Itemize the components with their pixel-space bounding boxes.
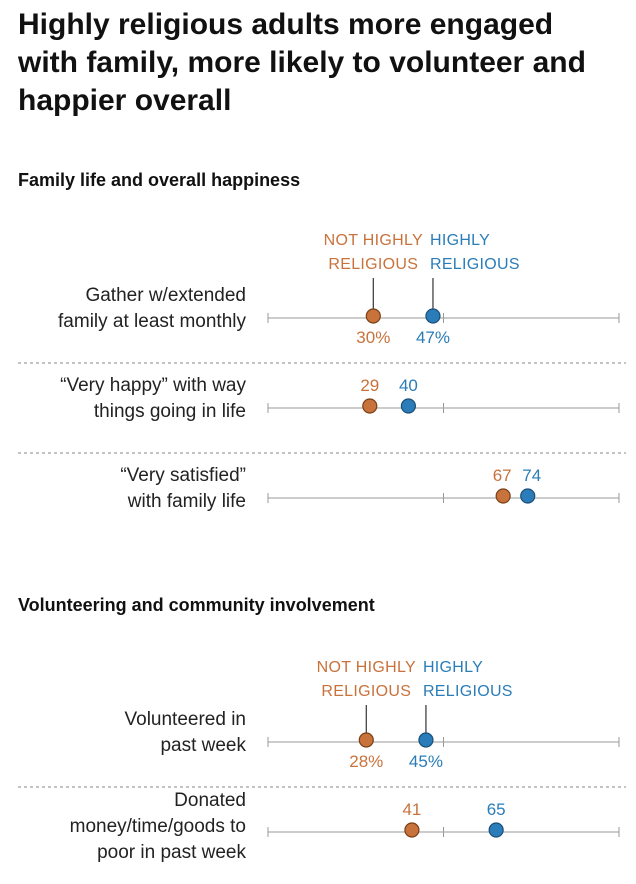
chart-title: Highly religious adults more engaged wit… — [18, 8, 586, 117]
row-label-line: past week — [160, 735, 246, 756]
row-label-line: “Very happy” with way — [60, 375, 246, 396]
value-label-not-highly: 28% — [349, 752, 383, 771]
value-label-not-highly: 67 — [493, 466, 512, 485]
row-label-line: with family life — [127, 491, 246, 512]
row-label-line: things going in life — [94, 401, 246, 422]
legend-highly: RELIGIOUS — [423, 683, 513, 700]
panel-2-subtitle: Volunteering and community involvement — [18, 595, 375, 615]
legend-highly: HIGHLY — [430, 232, 490, 249]
row-label-line: Volunteered in — [125, 709, 247, 730]
dot-highly — [400, 398, 416, 414]
value-label-highly: 74 — [522, 466, 541, 485]
panel-1-subtitle: Family life and overall happiness — [18, 170, 301, 190]
value-label-highly: 65 — [487, 800, 506, 819]
dot-not-highly — [495, 488, 511, 504]
value-label-not-highly: 30% — [356, 328, 390, 347]
value-label-highly: 45% — [409, 752, 443, 771]
dot-not-highly — [358, 732, 374, 748]
row-label-line: Gather w/extended — [85, 285, 246, 306]
value-label-highly: 40 — [399, 376, 418, 395]
legend-not-highly: NOT HIGHLY — [317, 659, 416, 676]
dot-highly — [425, 308, 441, 324]
row-label-line: poor in past week — [97, 842, 246, 863]
dot-not-highly — [365, 308, 381, 324]
row-label-line: money/time/goods to — [70, 816, 246, 837]
row-label-line: “Very satisfied” — [120, 465, 246, 486]
dot-highly — [520, 488, 536, 504]
value-label-highly: 47% — [416, 328, 450, 347]
legend-not-highly: RELIGIOUS — [328, 256, 418, 273]
dot-not-highly — [404, 822, 420, 838]
dot-highly — [488, 822, 504, 838]
legend-highly: HIGHLY — [423, 659, 483, 676]
dot-highly — [418, 732, 434, 748]
row-label-line: family at least monthly — [58, 311, 246, 332]
value-label-not-highly: 41 — [402, 800, 421, 819]
value-label-not-highly: 29 — [360, 376, 379, 395]
legend-not-highly: RELIGIOUS — [321, 683, 411, 700]
dot-not-highly — [362, 398, 378, 414]
legend-highly: RELIGIOUS — [430, 256, 520, 273]
row-label-line: Donated — [174, 790, 246, 811]
legend-not-highly: NOT HIGHLY — [324, 232, 423, 249]
